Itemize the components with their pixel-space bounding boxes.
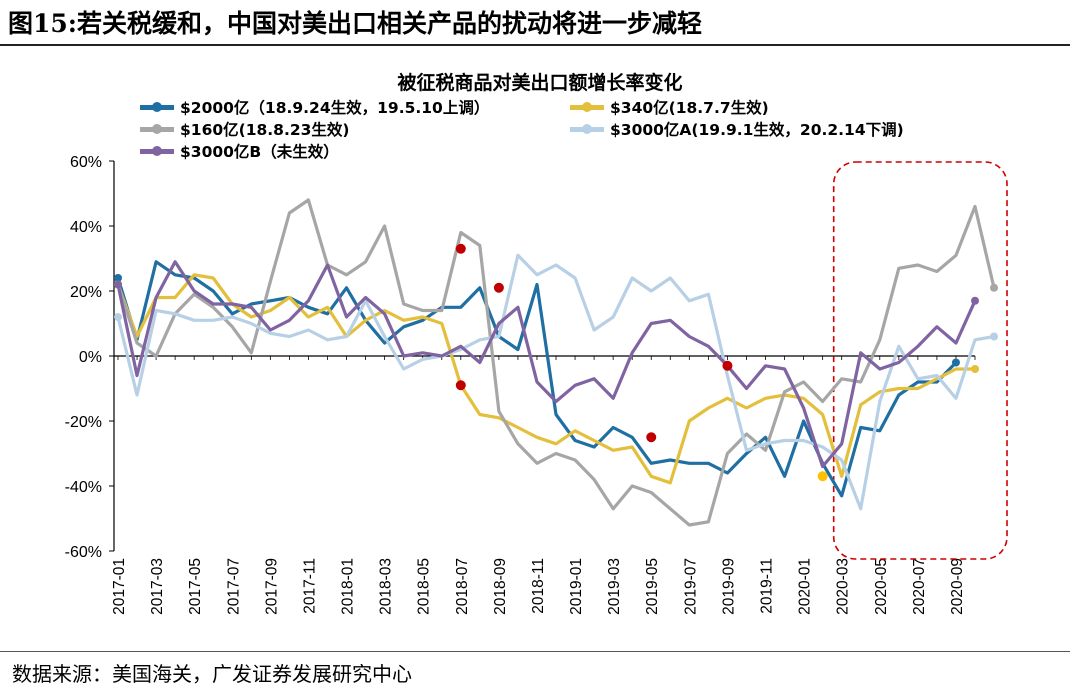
- y-tick-label: 60%: [70, 154, 102, 171]
- series-line-5: [116, 260, 977, 469]
- figure-title-text: 若关税缓和，中国对美出口相关产品的扰动将进一步减轻: [77, 9, 703, 38]
- legend-swatch: [570, 102, 604, 112]
- legend-item: $3000亿B（未生效）: [140, 140, 339, 162]
- x-tick-label: 2018-01: [340, 558, 357, 615]
- series-4-point: [114, 313, 122, 321]
- x-tick-label: 2019-03: [606, 558, 623, 615]
- x-tick-label: 2020-05: [873, 558, 890, 615]
- series-5-point: [114, 280, 122, 289]
- figure-title: 图15:若关税缓和，中国对美出口相关产品的扰动将进一步减轻: [8, 4, 702, 40]
- x-tick-label: 2018-03: [378, 558, 395, 615]
- x-tick-label: 2019-05: [644, 558, 661, 615]
- x-tick-label: 2019-07: [682, 558, 699, 615]
- legend-item: $3000亿A(19.9.1生效，20.2.14下调): [570, 118, 904, 140]
- footer-divider: [0, 651, 1070, 652]
- event-marker: [722, 360, 733, 371]
- highlight-box: [832, 161, 1008, 560]
- x-tick-label: 2017-09: [263, 558, 280, 615]
- x-tick-label: 2019-01: [568, 558, 585, 615]
- x-tick-label: 2018-07: [454, 558, 471, 615]
- legend-item: $160亿(18.8.23生效): [140, 118, 350, 140]
- source-note: 数据来源：美国海关，广发证券发展研究中心: [12, 662, 412, 686]
- event-marker: [817, 471, 828, 482]
- legend-label: $160亿(18.8.23生效): [180, 121, 350, 139]
- x-tick-label: 2018-11: [530, 558, 547, 614]
- series-1-point: [114, 274, 122, 282]
- legend-swatch: [140, 146, 174, 156]
- legend-label: $3000亿A(19.9.1生效，20.2.14下调): [610, 121, 904, 139]
- y-tick-label: 0%: [79, 349, 102, 366]
- legend-label: $2000亿（18.9.24生效，19.5.10上调）: [180, 99, 490, 117]
- series-2-point: [971, 365, 979, 373]
- legend-label: $3000亿B（未生效）: [180, 143, 339, 161]
- legend-swatch: [140, 102, 174, 112]
- event-marker: [455, 380, 466, 391]
- legend-label: $340亿(18.7.7生效): [610, 99, 769, 117]
- header-divider: [0, 44, 1070, 46]
- series-line-3: [116, 198, 996, 527]
- event-marker: [455, 243, 466, 254]
- x-tick-label: 2020-01: [797, 558, 814, 615]
- x-tick-label: 2017-01: [111, 558, 128, 615]
- x-tick-label: 2019-09: [720, 558, 737, 615]
- legend-item: $2000亿（18.9.24生效，19.5.10上调）: [140, 96, 489, 118]
- y-tick-label: -40%: [65, 479, 102, 496]
- event-marker: [646, 432, 657, 443]
- x-tick-label: 2019-11: [759, 558, 776, 614]
- chart-title: 被征税商品对美出口额增长率变化: [397, 71, 682, 94]
- y-tick-label: -60%: [65, 544, 102, 561]
- series-5-point: [971, 296, 979, 305]
- x-tick-label: 2017-07: [225, 558, 242, 615]
- y-tick-label: 20%: [70, 284, 102, 301]
- x-tick-label: 2020-09: [949, 558, 966, 615]
- x-tick-label: 2018-09: [492, 558, 509, 615]
- series-4-point: [990, 332, 999, 341]
- legend-swatch: [140, 124, 174, 134]
- legend-item: $340亿(18.7.7生效): [570, 96, 769, 118]
- series-3-point: [990, 283, 999, 292]
- y-tick-label: -20%: [65, 414, 102, 431]
- x-tick-label: 2020-07: [911, 558, 928, 615]
- event-marker: [493, 282, 504, 293]
- y-tick-label: 40%: [70, 219, 102, 236]
- x-tick-label: 2017-11: [301, 558, 318, 614]
- series-1-point: [951, 358, 960, 367]
- x-tick-label: 2017-05: [187, 558, 204, 615]
- x-tick-label: 2020-03: [835, 558, 852, 615]
- chart-legend: $2000亿（18.9.24生效，19.5.10上调） $160亿(18.8.23…: [140, 96, 1040, 161]
- figure-label: 图15:: [8, 9, 78, 38]
- legend-swatch: [570, 124, 604, 134]
- x-tick-label: 2017-03: [149, 558, 166, 615]
- x-tick-label: 2018-05: [416, 558, 433, 615]
- series-line-4: [116, 253, 996, 511]
